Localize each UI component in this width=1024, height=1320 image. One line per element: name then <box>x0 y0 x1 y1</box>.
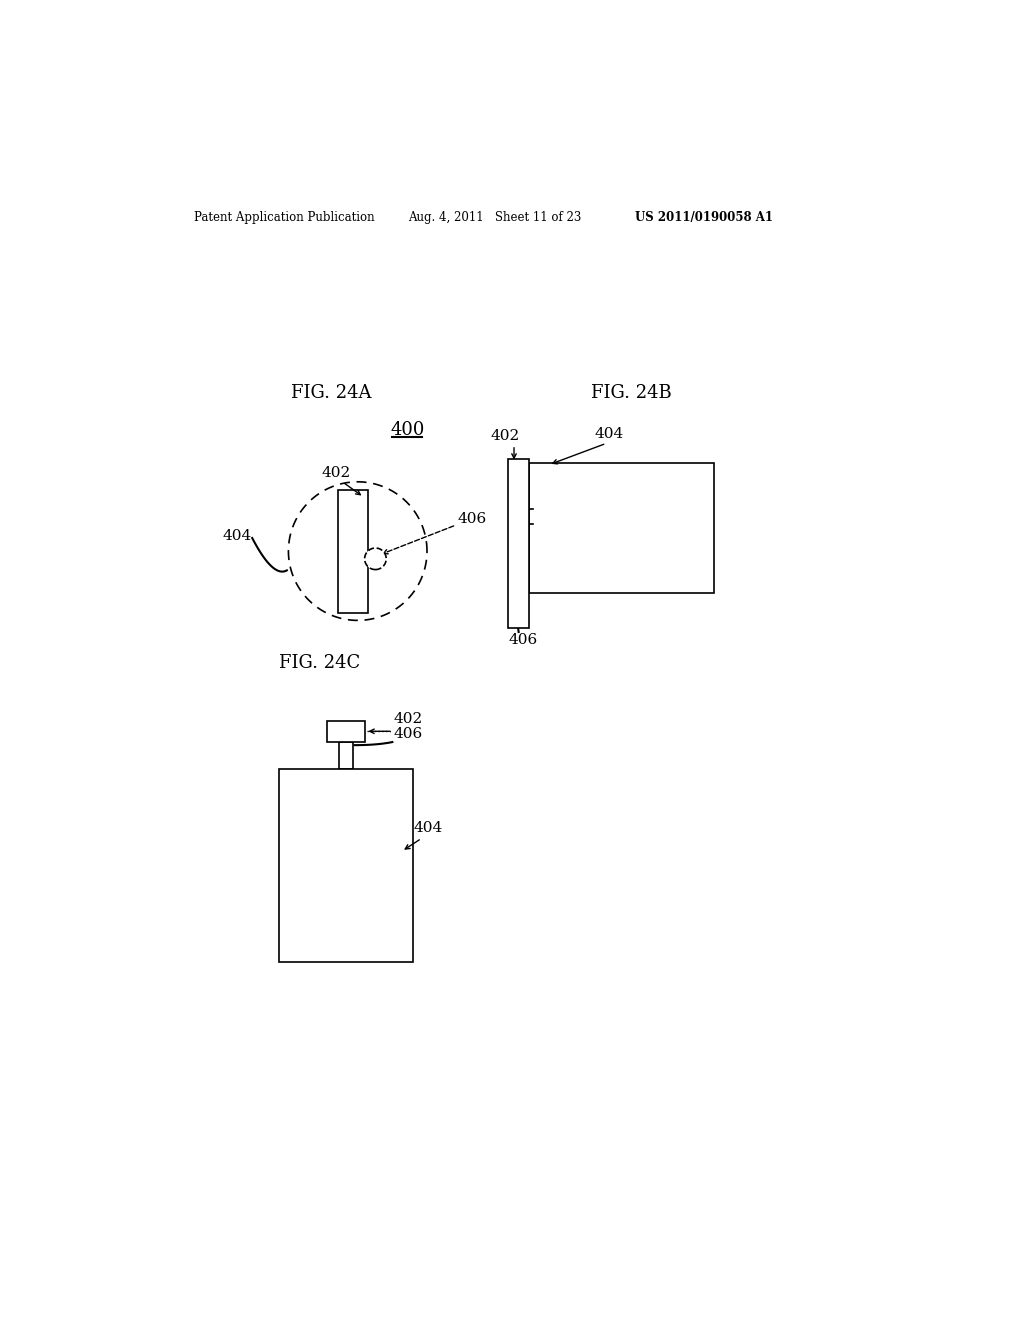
Text: 404: 404 <box>595 428 624 441</box>
Bar <box>280 770 413 961</box>
Circle shape <box>365 548 386 570</box>
Bar <box>508 459 529 628</box>
Text: 406: 406 <box>458 512 487 525</box>
Text: 406: 406 <box>394 727 423 742</box>
Text: FIG. 24B: FIG. 24B <box>591 384 672 403</box>
Text: 404: 404 <box>414 821 443 836</box>
Bar <box>339 490 368 612</box>
Text: 402: 402 <box>394 711 423 726</box>
Text: 400: 400 <box>390 421 425 440</box>
Text: 406: 406 <box>509 632 538 647</box>
Text: FIG. 24A: FIG. 24A <box>291 384 371 403</box>
Text: 402: 402 <box>322 466 351 479</box>
Text: 402: 402 <box>490 429 520 442</box>
Text: Patent Application Publication: Patent Application Publication <box>195 211 375 224</box>
Bar <box>339 742 353 770</box>
Text: 404: 404 <box>223 529 252 543</box>
Text: FIG. 24C: FIG. 24C <box>280 653 360 672</box>
Text: Aug. 4, 2011   Sheet 11 of 23: Aug. 4, 2011 Sheet 11 of 23 <box>408 211 582 224</box>
Bar <box>529 462 714 594</box>
Text: US 2011/0190058 A1: US 2011/0190058 A1 <box>635 211 773 224</box>
Bar <box>327 721 366 742</box>
